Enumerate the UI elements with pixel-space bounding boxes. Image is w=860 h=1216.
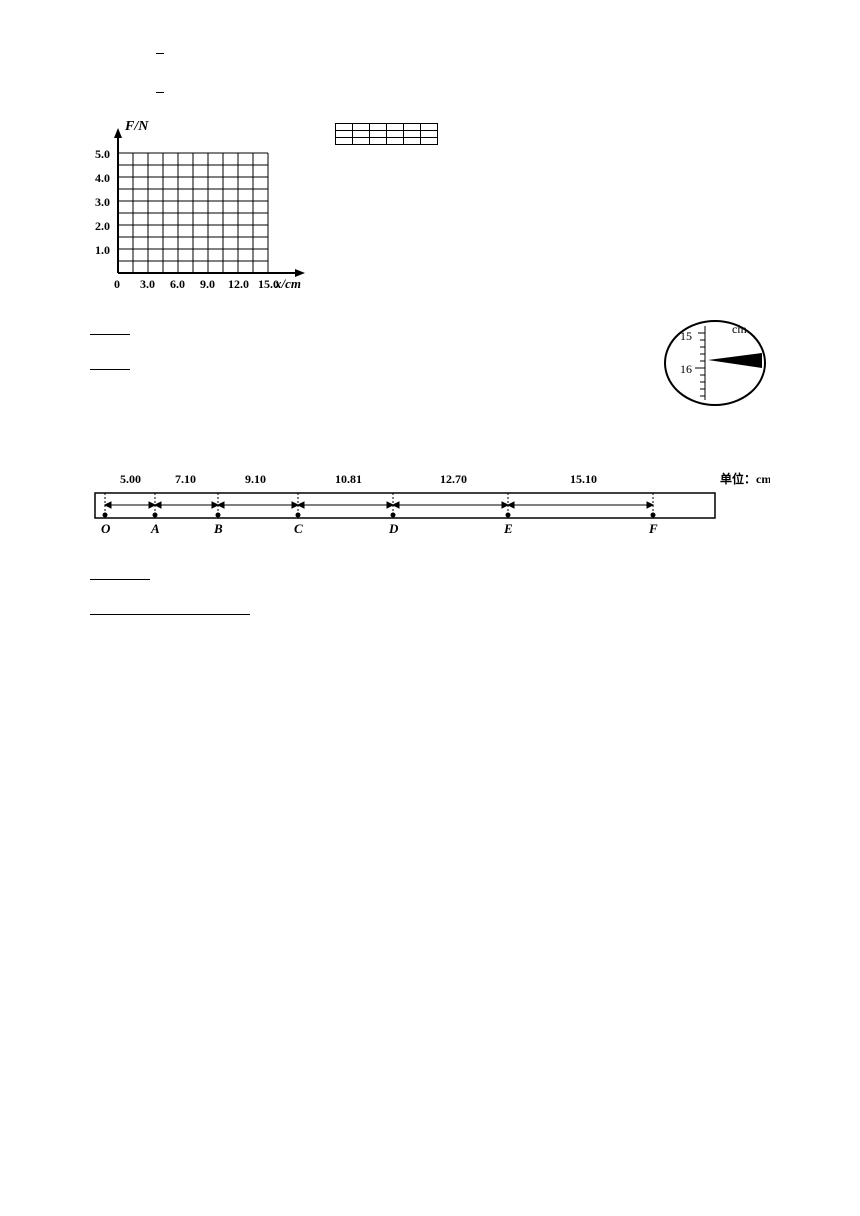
fn-graph: F/N [90, 118, 315, 308]
tape-points: O A B C D E F [101, 521, 658, 536]
q17: F/N [90, 118, 770, 428]
ytick: 3.0 [95, 195, 110, 209]
q18: 5.00 7.10 9.10 10.81 12.70 15.10 单位：cm [90, 468, 770, 625]
blank [90, 320, 130, 335]
table-cell [387, 137, 404, 144]
tape-dots [103, 512, 656, 517]
ytick: 2.0 [95, 219, 110, 233]
data-table-wrap [335, 118, 438, 145]
tape-unit: 单位：cm [720, 471, 770, 486]
ruler-figure: cm 15 16 [660, 318, 770, 428]
q16-options-row1 [90, 40, 770, 69]
tape-seg: 7.10 [175, 472, 196, 486]
q18-sub1 [90, 563, 770, 590]
tape-point: B [213, 521, 223, 536]
xtick: 12.0 [228, 277, 249, 291]
blank [90, 565, 150, 580]
tape-arrows [105, 502, 653, 508]
tape-point: A [150, 521, 160, 536]
table-cell [353, 123, 370, 130]
xtick: 0 [114, 277, 120, 291]
q16-options-row2 [90, 79, 770, 108]
grid-graph-svg: F/N [90, 118, 315, 298]
ruler-mark: 16 [680, 362, 692, 376]
table-cell [370, 123, 387, 130]
fraction [156, 53, 164, 54]
ruler-mark: 15 [680, 329, 692, 343]
option-B-formula [156, 40, 164, 69]
xaxis-label: x/cm [274, 276, 301, 291]
ytick: 5.0 [95, 147, 110, 161]
ruler-ticks [695, 333, 705, 396]
xtick: 9.0 [200, 277, 215, 291]
tape-seg: 12.70 [440, 472, 467, 486]
grid-lines [118, 153, 268, 273]
tape-point: O [101, 521, 111, 536]
table-cell [387, 123, 404, 130]
fraction [156, 92, 164, 93]
tape-svg: 5.00 7.10 9.10 10.81 12.70 15.10 单位：cm [90, 468, 770, 538]
ruler-svg: cm 15 16 [660, 318, 770, 418]
ruler-unit: cm [732, 322, 747, 336]
option-B [148, 40, 164, 69]
ytick: 4.0 [95, 171, 110, 185]
tape-seg: 5.00 [120, 472, 141, 486]
table-cell [353, 137, 370, 144]
frac-num [156, 53, 164, 54]
ytick: 1.0 [95, 243, 110, 257]
table-row [336, 130, 438, 137]
tape-seg: 9.10 [245, 472, 266, 486]
yaxis-label: F/N [124, 119, 149, 134]
q17-table [335, 123, 438, 145]
q17-figures: F/N [90, 118, 770, 308]
tape-seg: 15.10 [570, 472, 597, 486]
option-D [148, 79, 164, 108]
table-cell [370, 137, 387, 144]
table-cell [404, 137, 421, 144]
q18-sub2 [90, 598, 770, 625]
table-cell [336, 137, 353, 144]
tape-diagram: 5.00 7.10 9.10 10.81 12.70 15.10 单位：cm [90, 468, 770, 548]
table-cell [421, 130, 438, 137]
table-cell [421, 123, 438, 130]
tape-point: E [503, 521, 513, 536]
tape-point: C [294, 521, 303, 536]
xtick: 3.0 [140, 277, 155, 291]
blank [90, 600, 210, 615]
table-cell [336, 130, 353, 137]
tape-seg: 10.81 [335, 472, 362, 486]
option-D-formula [156, 79, 164, 108]
tape-labels: 5.00 7.10 9.10 10.81 12.70 15.10 单位：cm [120, 471, 770, 486]
table-cell [336, 123, 353, 130]
table-cell [404, 123, 421, 130]
table-cell [404, 130, 421, 137]
table-row [336, 137, 438, 144]
pointer-icon [708, 353, 762, 368]
xtick: 6.0 [170, 277, 185, 291]
tape-point: F [648, 521, 658, 536]
table-cell [421, 137, 438, 144]
table-cell [353, 130, 370, 137]
table-cell [387, 130, 404, 137]
frac-num [156, 92, 164, 93]
tape-point: D [388, 521, 399, 536]
table-cell [370, 130, 387, 137]
table-row [336, 123, 438, 130]
blank [90, 355, 130, 370]
blank [210, 600, 250, 615]
